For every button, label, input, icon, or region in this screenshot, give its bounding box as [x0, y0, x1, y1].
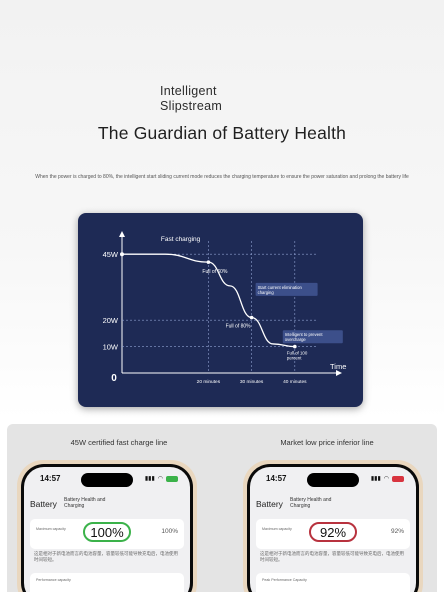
comparison-section: 45W certified fast charge line Market lo… [7, 424, 437, 592]
curve-point [206, 260, 211, 264]
annotation-label: Intelligent to prevent overcharge [285, 332, 324, 342]
x-tick-label: 30 minutes [240, 379, 264, 385]
annotation-label: Start current elimination charging [258, 285, 303, 295]
nav-title: Battery Health and Charging [64, 497, 106, 509]
status-time: 14:57 [266, 474, 287, 483]
capacity-note: 这是相对于新电池而言的电池容量，容量较低可能导致充电后，电池使用时间较短。 [34, 551, 178, 562]
nav-title: Battery Health and Charging [290, 497, 332, 509]
phone-left: 14:57 ▮▮▮ ◠ Battery Battery Health and C… [17, 460, 197, 592]
wifi-icon: ◠ [157, 476, 163, 482]
capacity-percent-highlight: 92% [309, 522, 357, 542]
charging-curve-chart: 45W 20W 10W 20 minutes 30 minutes 40 minutes 0… [103, 231, 346, 385]
annotation-box [255, 282, 318, 296]
capacity-card: Maximum capacity 92% 92% [256, 519, 410, 549]
signal-icon: ▮▮▮ [370, 476, 381, 482]
page-subtitle: When the power is charged to 80%, the in… [35, 174, 409, 180]
dynamic-island [81, 473, 133, 487]
capacity-note: 这是相对于新电池而言的电池容量，容量较低可能导致充电后，电池使用时间较短。 [260, 551, 404, 562]
curve-point [249, 315, 254, 320]
capacity-label: Maximum capacity [262, 527, 292, 531]
performance-card[interactable]: Peak Performance Capacity [256, 573, 410, 592]
charging-chart-card: 45W 20W 10W 20 minutes 30 minutes 40 minutes 0… [78, 213, 363, 407]
status-bar: 14:57 ▮▮▮ ◠ [24, 473, 190, 487]
brand-line-1: Intelligent [160, 84, 217, 98]
annotation-box [282, 330, 343, 344]
charging-curve [121, 253, 295, 348]
right-caption: Market low price inferior line [280, 438, 374, 447]
battery-icon [392, 475, 404, 482]
curve-point [120, 252, 124, 257]
page-title: The Guardian of Battery Health [97, 123, 347, 143]
annotation-label: Full of 60% [202, 269, 228, 275]
x-tick-label: 40 minutes [283, 379, 307, 385]
capacity-percent: 92% [390, 528, 404, 535]
phone-screen-left: 14:57 ▮▮▮ ◠ Battery Battery Health and C… [24, 467, 190, 592]
capacity-label: Maximum capacity [36, 527, 66, 531]
curve-point [293, 344, 297, 349]
hero-section: Intelligent Slipstream The Guardian of B… [0, 0, 444, 420]
y-tick-label: 10W [103, 343, 119, 352]
back-button[interactable]: Battery [30, 499, 57, 509]
phone-screen-right: 14:57 ▮▮▮ ◠ Battery Battery Health and C… [250, 467, 416, 592]
capacity-card: Maximum capacity 100% 100% [30, 519, 184, 549]
status-time: 14:57 [40, 474, 61, 483]
x-axis-title: Time [330, 362, 346, 371]
performance-label: Peak Performance Capacity [262, 578, 307, 582]
back-button[interactable]: Battery [256, 499, 283, 509]
performance-card[interactable]: Performance capacity [30, 573, 184, 592]
capacity-percent: 100% [161, 528, 178, 535]
x-axis-arrow [336, 370, 342, 376]
y-tick-label: 45W [103, 250, 119, 259]
annotation-label: Full of 80% [226, 324, 252, 330]
dynamic-island [307, 473, 359, 487]
wifi-icon: ◠ [383, 476, 389, 482]
y-tick-label: 20W [103, 316, 119, 325]
y-axis-arrow [119, 231, 125, 237]
chart-title: Fast charging [161, 236, 201, 243]
status-bar: 14:57 ▮▮▮ ◠ [250, 473, 416, 487]
left-caption: 45W certified fast charge line [70, 438, 168, 447]
capacity-percent-highlight: 100% [83, 522, 131, 542]
x-tick-label: 20 minutes [197, 379, 221, 385]
origin-label: 0 [111, 373, 117, 384]
brand-name: Intelligent Slipstream [160, 84, 222, 114]
performance-label: Performance capacity [36, 578, 71, 582]
annotation-label: Full of 100 percent [287, 351, 308, 361]
brand-line-2: Slipstream [160, 99, 223, 113]
battery-icon [166, 475, 178, 482]
phone-right: 14:57 ▮▮▮ ◠ Battery Battery Health and C… [243, 460, 423, 592]
signal-icon: ▮▮▮ [144, 476, 155, 482]
